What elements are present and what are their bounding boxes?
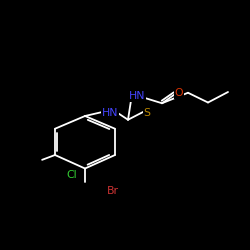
- Text: HN: HN: [129, 91, 145, 101]
- Text: Br: Br: [107, 186, 119, 196]
- Text: HN: HN: [102, 108, 118, 118]
- Text: Cl: Cl: [67, 170, 77, 179]
- Text: S: S: [144, 108, 150, 118]
- Text: O: O: [175, 88, 183, 99]
